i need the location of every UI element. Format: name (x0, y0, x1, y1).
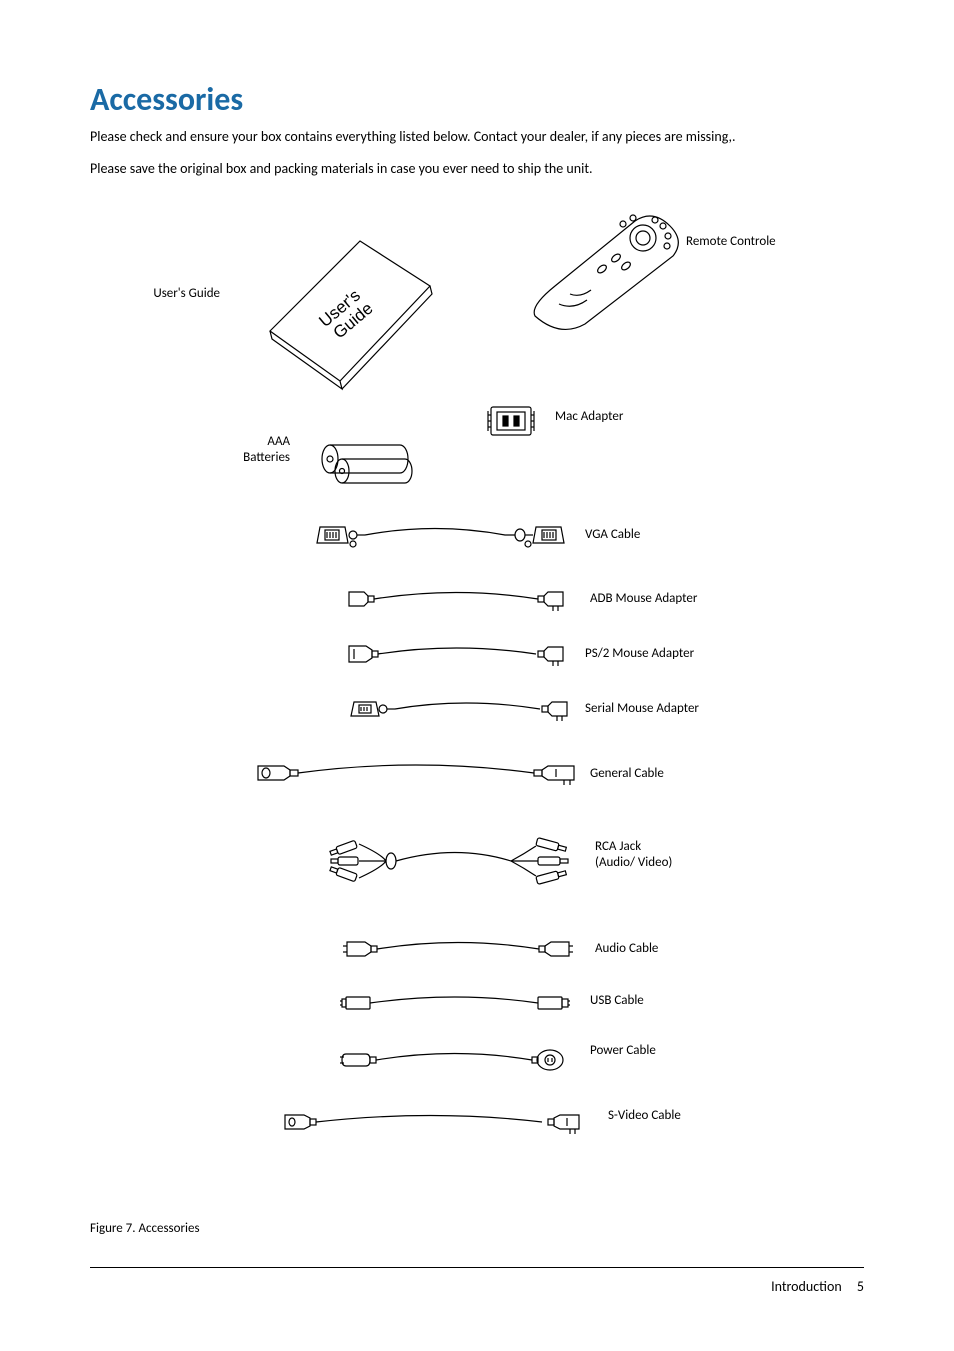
vga-label: VGA Cable (585, 527, 640, 544)
ps2-cable-icon (346, 639, 566, 669)
figure-caption: Figure 7. Accessories (90, 1221, 864, 1236)
section-title: Accessories (90, 80, 864, 119)
batteries-label: AAA Batteries (210, 434, 290, 468)
svg-text:User's Guide: User's Guide (315, 282, 379, 344)
svideo-cable-icon (282, 1107, 582, 1135)
page-footer: Introduction 5 (90, 1267, 864, 1295)
svideo-label: S-Video Cable (608, 1108, 681, 1125)
adb-label: ADB Mouse Adapter (590, 591, 697, 608)
users-guide-icon: User's Guide (250, 211, 450, 401)
batteries-icon (310, 431, 420, 486)
paragraph-1: Please check and ensure your box contain… (90, 125, 864, 149)
batteries-line2: Batteries (243, 450, 290, 465)
footer-section: Introduction (771, 1278, 842, 1295)
rca-label: RCA Jack (Audio/ Video) (595, 839, 672, 873)
batteries-line1: AAA (267, 434, 290, 449)
power-label: Power Cable (590, 1043, 656, 1060)
adb-cable-icon (346, 584, 566, 614)
usb-cable-icon (340, 989, 570, 1017)
page: Accessories Please check and ensure your… (0, 0, 954, 1351)
ps2-label: PS/2 Mouse Adapter (585, 646, 694, 663)
accessories-diagram: User's Guide User's Guide Remote Control… (90, 191, 864, 1211)
general-label: General Cable (590, 766, 664, 783)
general-cable-icon (256, 757, 576, 789)
mac-adapter-label: Mac Adapter (555, 409, 623, 426)
serial-cable-icon (350, 694, 570, 726)
audio-label: Audio Cable (595, 941, 658, 958)
power-cable-icon (340, 1044, 570, 1078)
remote-icon (525, 206, 685, 336)
mac-adapter-icon (485, 401, 540, 441)
rca-line1: RCA Jack (595, 839, 641, 854)
paragraph-2: Please save the original box and packing… (90, 157, 864, 181)
audio-cable-icon (343, 934, 573, 962)
serial-label: Serial Mouse Adapter (585, 701, 699, 718)
usb-label: USB Cable (590, 993, 644, 1010)
rca-cable-icon (326, 826, 576, 896)
footer-page-number: 5 (857, 1278, 864, 1295)
users-guide-label: User's Guide (120, 286, 220, 303)
remote-label: Remote Controle (686, 234, 776, 251)
vga-cable-icon (315, 517, 565, 555)
rca-line2: (Audio/ Video) (595, 855, 672, 870)
